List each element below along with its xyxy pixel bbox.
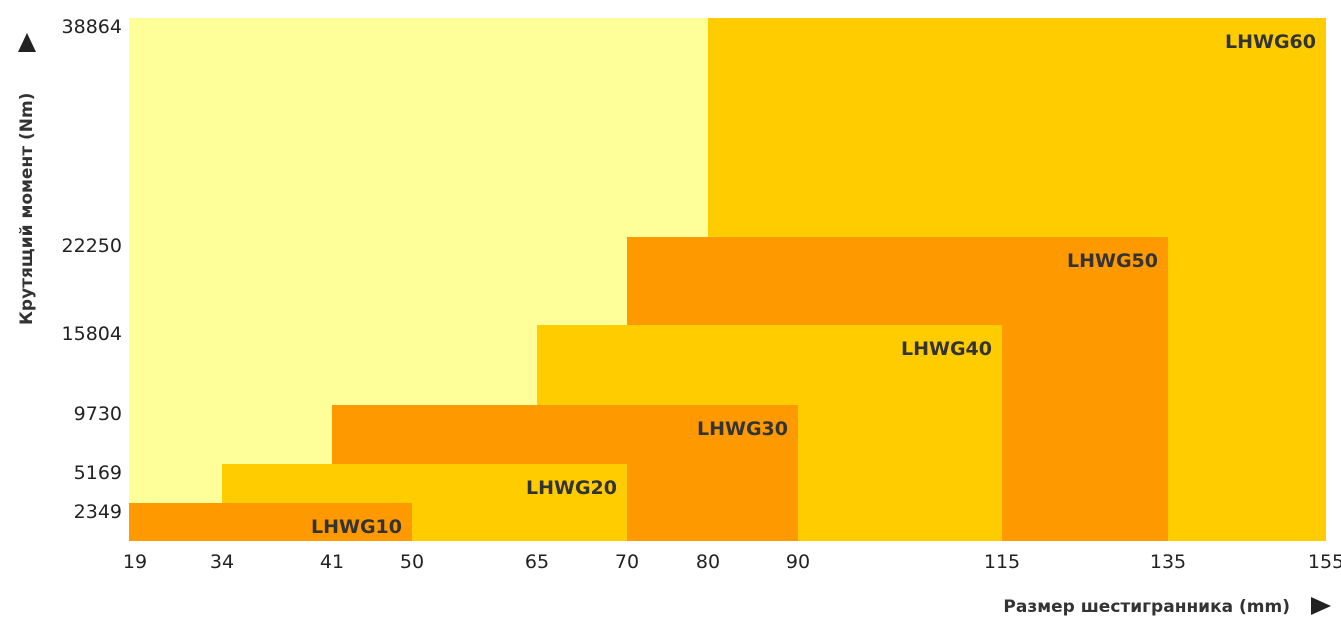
block-lhwg10 [129, 503, 412, 541]
series-labels: LHWG60 LHWG50 LHWG40 LHWG30 LHWG20 LHWG10 [311, 31, 1316, 538]
y-tick-label: 22250 [62, 235, 122, 257]
x-tick-labels: 19 34 41 50 65 70 80 90 115 135 155 [123, 551, 1341, 573]
x-axis-title: Размер шестигранника (mm) [1003, 597, 1290, 617]
x-tick-label: 80 [696, 551, 720, 573]
series-label-lhwg20: LHWG20 [526, 477, 617, 499]
x-tick-label: 34 [210, 551, 234, 573]
x-tick-label: 70 [615, 551, 639, 573]
x-tick-label: 19 [123, 551, 147, 573]
x-tick-label: 115 [984, 551, 1020, 573]
x-tick-label: 41 [320, 551, 344, 573]
y-tick-label: 38864 [62, 16, 122, 38]
x-tick-label: 90 [786, 551, 810, 573]
x-tick-label: 65 [525, 551, 549, 573]
y-axis-title: Крутящий момент (Nm) [17, 93, 37, 325]
y-tick-label: 9730 [74, 403, 122, 425]
y-tick-label: 2349 [74, 501, 122, 523]
series-blocks [129, 18, 1326, 541]
y-tick-labels: 2349 5169 9730 15804 22250 38864 [62, 16, 122, 523]
series-label-lhwg40: LHWG40 [901, 338, 992, 360]
y-axis-arrow-icon [18, 33, 36, 52]
series-label-lhwg10: LHWG10 [311, 516, 402, 538]
x-tick-label: 135 [1150, 551, 1186, 573]
y-tick-label: 15804 [62, 323, 122, 345]
series-label-lhwg50: LHWG50 [1067, 250, 1158, 272]
x-tick-label: 50 [400, 551, 424, 573]
y-tick-label: 5169 [74, 462, 122, 484]
x-tick-label: 155 [1308, 551, 1341, 573]
series-label-lhwg30: LHWG30 [697, 418, 788, 440]
series-label-lhwg60: LHWG60 [1225, 31, 1316, 53]
x-axis-arrow-icon [1311, 597, 1331, 615]
